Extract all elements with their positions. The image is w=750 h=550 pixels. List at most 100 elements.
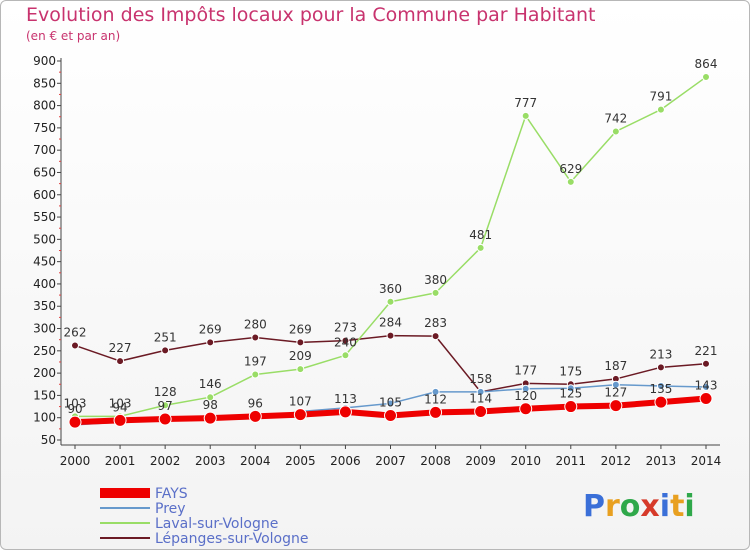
- data-point: [296, 365, 305, 374]
- data-point: [71, 341, 79, 350]
- data-point: [431, 332, 440, 341]
- data-label: 284: [379, 316, 402, 330]
- data-label: 240: [334, 335, 357, 349]
- brand-letter: P: [583, 489, 605, 524]
- data-label: 791: [649, 90, 672, 104]
- chart-subtitle: (en € et par an): [26, 29, 121, 43]
- data-label: 97: [158, 399, 173, 413]
- data-label: 113: [334, 392, 357, 406]
- data-point: [656, 363, 665, 372]
- data-label: 103: [64, 396, 87, 410]
- data-point: [384, 408, 397, 422]
- legend: FAYSPreyLaval-sur-VologneLépanges-sur-Vo…: [100, 486, 309, 547]
- x-tick-label: 2001: [105, 454, 136, 468]
- data-point: [68, 415, 82, 429]
- y-tick-label: 550: [33, 210, 56, 224]
- x-tick-label: 2003: [195, 454, 226, 468]
- data-point: [158, 412, 172, 426]
- data-label: 481: [469, 228, 492, 242]
- data-labels: 90 94 97 98 96 107 113 105 112 114 120 125 127 135 143…: [64, 57, 718, 416]
- y-tick-label: 300: [33, 322, 56, 336]
- x-tick-label: 2006: [330, 454, 361, 468]
- x-tick-label: 2009: [465, 454, 496, 468]
- data-label: 114: [469, 391, 492, 405]
- y-tick-label: 750: [33, 121, 56, 135]
- x-tick-label: 2004: [240, 454, 271, 468]
- data-point: [161, 346, 170, 355]
- data-label: 251: [154, 330, 177, 344]
- data-point: [702, 359, 710, 368]
- axes: 50 100 150 200 250 300 350 400 450 500 550 600 650 70…: [33, 54, 721, 468]
- data-point: [611, 380, 620, 389]
- data-point: [248, 409, 262, 423]
- brand-letter: t: [670, 489, 684, 524]
- data-point: [113, 413, 127, 427]
- data-point: [293, 408, 307, 422]
- data-label: 94: [112, 400, 127, 414]
- data-label: 262: [64, 325, 87, 339]
- brand-letter: i: [660, 489, 670, 524]
- data-point: [431, 387, 440, 396]
- data-point: [566, 177, 575, 186]
- data-point: [519, 402, 533, 416]
- data-label: 380: [424, 273, 447, 287]
- data-label: 120: [514, 389, 537, 403]
- data-label: 629: [559, 162, 582, 176]
- data-label: 112: [424, 392, 447, 406]
- data-point: [203, 411, 217, 425]
- legend-label: Laval-sur-Vologne: [155, 516, 278, 532]
- brand-letter: i: [684, 489, 694, 524]
- data-label: 105: [379, 395, 402, 409]
- legend-label: FAYS: [155, 486, 188, 502]
- brand-letter: x: [640, 489, 659, 524]
- data-point: [296, 338, 305, 347]
- data-point: [341, 351, 350, 360]
- data-label: 103: [109, 396, 132, 410]
- x-tick-label: 2000: [60, 454, 91, 468]
- data-point: [429, 405, 443, 419]
- y-tick-label: 700: [33, 143, 56, 157]
- data-label: 143: [695, 379, 718, 393]
- legend-label: Lépanges-sur-Vologne: [155, 531, 309, 547]
- data-label: 98: [203, 398, 218, 412]
- data-label: 125: [559, 387, 582, 401]
- y-tick-label: 100: [33, 411, 56, 425]
- data-point: [476, 387, 485, 396]
- data-point: [521, 111, 530, 120]
- data-point: [338, 405, 352, 419]
- x-tick-label: 2013: [646, 454, 677, 468]
- data-label: 127: [604, 386, 627, 400]
- data-label: 742: [604, 111, 627, 125]
- data-label: 107: [289, 395, 312, 409]
- y-tick-label: 200: [33, 366, 56, 380]
- brand-logo: Proxiti: [583, 489, 695, 524]
- data-point: [251, 333, 260, 342]
- data-point: [206, 393, 215, 402]
- data-label: 146: [199, 377, 222, 391]
- data-label: 135: [649, 382, 672, 396]
- data-point: [161, 401, 170, 410]
- data-point: [476, 243, 485, 252]
- y-tick-label: 800: [33, 99, 56, 113]
- data-point: [386, 399, 395, 408]
- data-point: [699, 392, 713, 406]
- data-point: [566, 384, 575, 393]
- data-label: 273: [334, 321, 357, 335]
- data-label: 177: [514, 363, 537, 377]
- data-label: 360: [379, 282, 402, 296]
- y-tick-label: 850: [33, 76, 56, 90]
- x-tick-label: 2008: [420, 454, 451, 468]
- data-point: [474, 404, 488, 418]
- y-tick-label: 650: [33, 165, 56, 179]
- data-point: [386, 297, 395, 306]
- y-tick-label: 600: [33, 188, 56, 202]
- y-tick-label: 150: [33, 388, 56, 402]
- data-label: 280: [244, 317, 267, 331]
- data-point: [386, 331, 395, 340]
- data-point: [431, 288, 440, 297]
- data-label: 213: [649, 347, 672, 361]
- data-point: [656, 105, 665, 114]
- data-label: 158: [469, 372, 492, 386]
